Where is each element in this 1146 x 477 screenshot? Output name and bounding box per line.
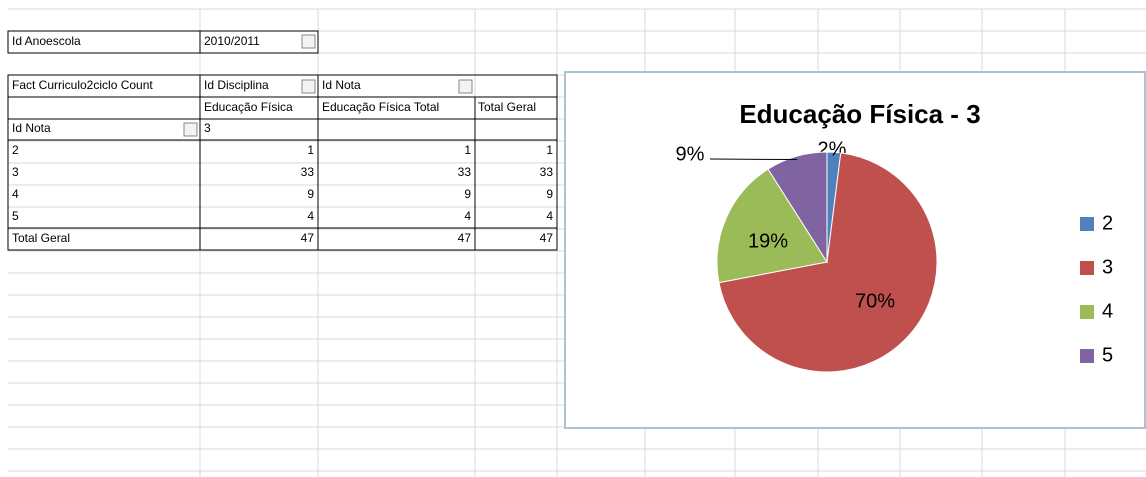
pie-slice: [767, 151, 828, 264]
cell-value: 33: [301, 165, 315, 179]
chart-title: Educação Física - 3: [739, 99, 980, 129]
filter-value: 2010/2011: [204, 34, 260, 48]
total-label: Total Geral: [12, 231, 70, 245]
cell-value: 1: [546, 143, 553, 157]
pie-slice: [716, 168, 828, 284]
legend-swatch: [1080, 305, 1094, 319]
pivot-border: [7, 74, 558, 251]
filter-box: [7, 30, 319, 54]
column-header: Educação Física: [204, 100, 293, 114]
dropdown-button[interactable]: [183, 122, 198, 137]
cell-value: 4: [464, 209, 471, 223]
row-label: 4: [12, 187, 19, 201]
column-header: Educação Física Total: [322, 100, 439, 114]
legend-swatch: [1080, 349, 1094, 363]
data-label: 70%: [855, 290, 895, 312]
filter-button[interactable]: [301, 34, 316, 49]
cell-value: 4: [546, 209, 553, 223]
column-item: 3: [204, 121, 211, 135]
total-value: 47: [540, 231, 554, 245]
row-field: Id Nota: [12, 121, 51, 135]
pie-slice: [718, 152, 938, 373]
cell-value: 1: [307, 143, 314, 157]
filter-button[interactable]: [301, 79, 316, 94]
legend-label: 2: [1102, 212, 1113, 234]
cell-value: 9: [464, 187, 471, 201]
column-field: Id Disciplina: [204, 78, 269, 92]
row-label: 3: [12, 165, 19, 179]
cell-value: 9: [307, 187, 314, 201]
data-label: 9%: [676, 143, 705, 165]
legend-swatch: [1080, 261, 1094, 275]
column-header: Total Geral: [478, 100, 536, 114]
filter-label: Id Anoescola: [12, 34, 81, 48]
column-field: Id Nota: [322, 78, 361, 92]
filter-button[interactable]: [458, 79, 473, 94]
legend-label: 4: [1102, 300, 1113, 322]
cell-value: 1: [464, 143, 471, 157]
data-label: 19%: [748, 230, 788, 252]
legend-label: 5: [1102, 344, 1113, 366]
cell-value: 9: [546, 187, 553, 201]
total-value: 47: [458, 231, 472, 245]
row-label: 2: [12, 143, 19, 157]
cell-value: 33: [458, 165, 472, 179]
cell-value: 33: [540, 165, 554, 179]
total-value: 47: [301, 231, 315, 245]
row-label: 5: [12, 209, 19, 223]
pivot-corner: Fact Curriculo2ciclo Count: [12, 78, 153, 92]
leader-line: [709, 158, 798, 161]
legend-swatch: [1080, 217, 1094, 231]
cell-value: 4: [307, 209, 314, 223]
legend-label: 3: [1102, 256, 1113, 278]
